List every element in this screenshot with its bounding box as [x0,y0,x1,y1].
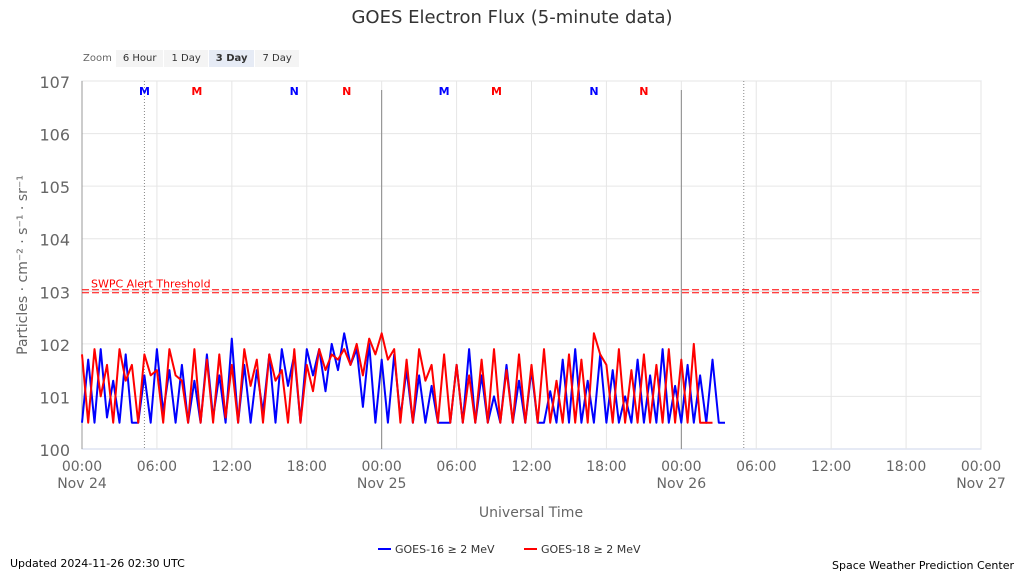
y-tick-label: 107 [39,73,70,92]
series-line-goes18 [81,332,713,424]
legend-goes16[interactable]: GOES-16 ≥ 2 MeV [395,543,495,556]
y-tick-label: 101 [39,388,70,407]
zoom-controls: Zoom 6 Hour 1 Day 3 Day 7 Day [83,50,300,67]
satellite-marker: M [491,85,502,98]
satellite-marker: M [439,85,450,98]
chart-title: GOES Electron Flux (5-minute data) [351,7,672,28]
zoom-7-day-button[interactable]: 7 Day [255,50,299,67]
zoom-3-day-button[interactable]: 3 Day [208,50,255,67]
satellite-marker: N [589,85,598,98]
x-tick-time: 00:00 [961,459,1001,475]
satellite-marker: N [342,85,351,98]
y-tick-label: 104 [39,231,70,250]
x-tick-date: Nov 27 [956,476,1006,492]
zoom-1-day-button[interactable]: 1 Day [164,50,208,67]
x-tick-time: 18:00 [886,459,926,475]
satellite-marker: M [139,85,150,98]
y-tick-label: 103 [39,283,70,302]
satellite-marker: M [191,85,202,98]
legend: GOES-16 ≥ 2 MeV GOES-18 ≥ 2 MeV [378,543,641,556]
x-tick-date: Nov 24 [57,476,107,492]
x-tick-date: Nov 26 [657,476,707,492]
y-tick-label: 102 [39,336,70,355]
satellite-marker: N [639,85,648,98]
updated-timestamp: Updated 2024-11-26 02:30 UTC [10,557,185,570]
y-tick-label: 100 [39,441,70,460]
y-tick-label: 106 [39,126,70,145]
x-tick-time: 12:00 [811,459,851,475]
x-tick-time: 00:00 [361,459,401,475]
x-tick-date: Nov 25 [357,476,407,492]
zoom-6-hour-button[interactable]: 6 Hour [115,50,164,67]
x-tick-time: 18:00 [287,459,327,475]
y-tick-label: 105 [39,178,70,197]
x-tick-time: 06:00 [736,459,776,475]
y-axis-label: Particles · cm⁻² · s⁻¹ · sr⁻¹ [15,175,31,355]
credit-text: Space Weather Prediction Center [832,559,1014,572]
x-tick-time: 06:00 [137,459,177,475]
x-tick-time: 12:00 [511,459,551,475]
satellite-marker: N [290,85,299,98]
alert-threshold-label: SWPC Alert Threshold [91,277,211,290]
x-tick-time: 00:00 [62,459,102,475]
x-tick-time: 18:00 [586,459,626,475]
x-tick-time: 12:00 [212,459,252,475]
x-tick-time: 00:00 [661,459,701,475]
x-tick-time: 06:00 [436,459,476,475]
x-axis-label: Universal Time [479,505,583,521]
legend-goes18[interactable]: GOES-18 ≥ 2 MeV [541,543,641,556]
zoom-label: Zoom [83,53,112,64]
